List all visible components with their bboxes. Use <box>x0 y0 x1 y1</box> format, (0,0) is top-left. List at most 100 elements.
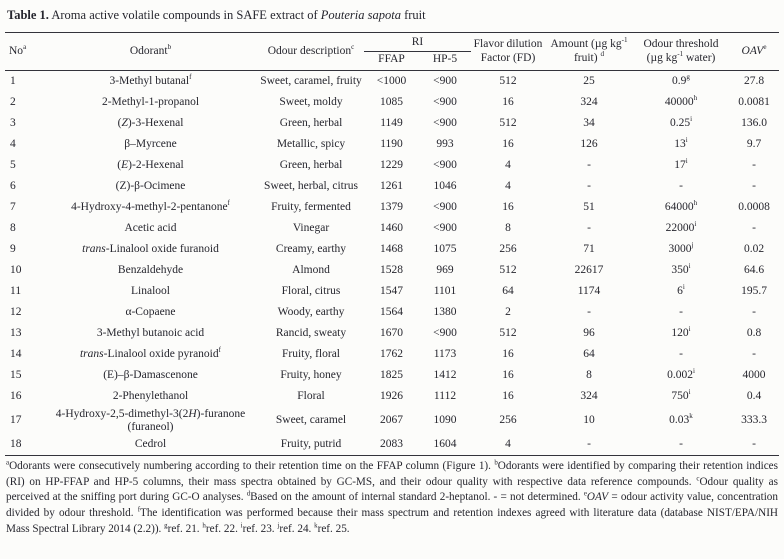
cell-odour_description: Green, herbal <box>279 158 343 171</box>
cell-threshold: - <box>679 305 683 318</box>
column-header-odour-description: Odour descriptionc <box>258 32 364 71</box>
cell-hp5: 1046 <box>433 179 457 192</box>
cell-oav: 64.6 <box>743 263 765 276</box>
cell-no: 18 <box>10 438 22 451</box>
table-row: 3 (Z)-3-Hexenal Green, herbal 1149 <900 512 34… <box>5 113 779 134</box>
table-caption-text: Aroma active volatile compounds in SAFE … <box>48 8 426 22</box>
cell-odorant: trans-Linalool oxide pyranoidf <box>79 345 221 360</box>
cell-odour_description: Sweet, moldy <box>279 95 343 108</box>
cell-no: 17 <box>10 414 22 426</box>
table-row: 18 Cedrol Fruity, putrid 2083 1604 4 - - - <box>5 435 779 456</box>
cell-hp5: <900 <box>433 116 457 129</box>
cell-no: 10 <box>10 263 22 276</box>
table-caption-label: Table 1. <box>7 8 49 22</box>
table-row: 7 4-Hydroxy-4-methyl-2-pentanonef Fruity, … <box>5 197 779 218</box>
cell-no: 13 <box>10 326 22 339</box>
cell-hp5: 1604 <box>433 438 457 451</box>
cell-oav: - <box>752 221 756 234</box>
cell-odorant: 3-Methyl butanalf <box>109 72 192 87</box>
cell-odour_description: Sweet, caramel <box>275 414 347 426</box>
cell-amount: - <box>587 179 591 192</box>
cell-amount: 96 <box>583 326 595 339</box>
cell-odorant: β–Myrcene <box>124 137 177 150</box>
cell-ffap: 1149 <box>380 116 403 129</box>
cell-odorant: 3-Methyl butanoic acid <box>96 326 205 339</box>
cell-no: 9 <box>10 242 16 255</box>
column-header-fd: Flavor dilution Factor (FD) <box>471 32 545 71</box>
cell-oav: 0.0081 <box>738 95 770 108</box>
cell-odour_description: Metallic, spicy <box>276 137 346 150</box>
cell-odour_description: Floral, citrus <box>281 284 341 297</box>
cell-odour_description: Fruity, putrid <box>280 438 342 451</box>
cell-fd: 2 <box>505 305 511 318</box>
cell-ffap: 1528 <box>380 263 403 276</box>
table-row: 15 (E)–β-Damascenone Fruity, honey 1825 1412… <box>5 365 779 386</box>
cell-amount: 8 <box>586 368 592 381</box>
cell-odour_description: Woody, earthy <box>277 305 345 318</box>
cell-no: 4 <box>10 137 16 150</box>
cell-hp5: <900 <box>433 221 457 234</box>
cell-ffap: 1670 <box>380 326 403 339</box>
cell-ffap: 1085 <box>380 95 403 108</box>
cell-hp5: <900 <box>433 200 457 213</box>
cell-no: 16 <box>10 389 22 402</box>
cell-no: 11 <box>10 284 22 297</box>
column-header-threshold: Odour threshold (µg kg-1 water) <box>633 32 729 71</box>
table-row: 9 trans-Linalool oxide furanoid Creamy, ea… <box>5 239 779 260</box>
cell-hp5: 969 <box>436 263 454 276</box>
cell-threshold: 120i <box>671 324 691 339</box>
cell-fd: 256 <box>499 414 517 426</box>
cell-ffap: 1460 <box>380 221 403 234</box>
table-row: 12 α-Copaene Woody, earthy 1564 1380 2 - - - <box>5 302 779 323</box>
cell-hp5: 1112 <box>433 389 457 402</box>
cell-fd: 16 <box>502 200 514 213</box>
cell-hp5: 1412 <box>433 368 457 381</box>
cell-no: 2 <box>10 95 16 108</box>
cell-no: 6 <box>10 179 16 192</box>
cell-amount: 10 <box>583 414 595 426</box>
cell-fd: 256 <box>499 242 517 255</box>
cell-fd: 4 <box>505 158 511 171</box>
cell-odour_description: Sweet, caramel, fruity <box>260 74 362 87</box>
column-header-odorant: Odorantb <box>43 32 258 71</box>
cell-odorant: Benzaldehyde <box>117 263 184 276</box>
column-header-oav: OAVe <box>729 32 779 71</box>
cell-odorant: (Z)-β-Ocimene <box>115 179 186 192</box>
table-caption: Table 1. Aroma active volatile compounds… <box>5 6 779 32</box>
table-row: 8 Acetic acid Vinegar 1460 <900 8 - 22000i - <box>5 218 779 239</box>
cell-amount: 22617 <box>574 263 604 276</box>
cell-amount: - <box>587 438 591 451</box>
cell-hp5: <900 <box>433 326 457 339</box>
cell-threshold: 0.002i <box>667 366 695 381</box>
cell-threshold: 64000h <box>664 198 698 213</box>
cell-ffap: 1926 <box>380 389 403 402</box>
document-page: Table 1. Aroma active volatile compounds… <box>5 6 779 535</box>
cell-no: 7 <box>10 200 16 213</box>
cell-odorant: 2-Phenylethanol <box>112 389 189 402</box>
cell-hp5: 1090 <box>433 414 457 426</box>
table-row: 1 3-Methyl butanalf Sweet, caramel, fruity… <box>5 71 779 92</box>
cell-oav: 0.02 <box>743 242 765 255</box>
cell-amount: - <box>587 305 591 318</box>
cell-hp5: <900 <box>433 95 457 108</box>
cell-threshold: 22000i <box>665 219 697 234</box>
cell-fd: 512 <box>499 116 517 129</box>
table-row: 14 trans-Linalool oxide pyranoidf Fruity, … <box>5 344 779 365</box>
cell-threshold: - <box>679 179 683 192</box>
cell-ffap: 1468 <box>380 242 403 255</box>
cell-amount: 126 <box>580 137 598 150</box>
cell-fd: 512 <box>499 326 517 339</box>
cell-oav: 27.8 <box>743 74 765 87</box>
cell-oav: 0.8 <box>746 326 762 339</box>
cell-odour_description: Vinegar <box>292 221 330 234</box>
column-header-no: Noa <box>5 32 43 71</box>
cell-ffap: 1564 <box>380 305 403 318</box>
cell-amount: 324 <box>580 95 598 108</box>
cell-oav: - <box>752 179 756 192</box>
cell-amount: 25 <box>583 74 595 87</box>
table-row: 2 2-Methyl-1-propanol Sweet, moldy 1085 <900… <box>5 92 779 113</box>
cell-amount: - <box>587 221 591 234</box>
table-body: 1 3-Methyl butanalf Sweet, caramel, fruity… <box>5 71 779 456</box>
table-row: 4 β–Myrcene Metallic, spicy 1190 993 16 126 13i… <box>5 134 779 155</box>
cell-ffap: 1762 <box>380 347 403 360</box>
